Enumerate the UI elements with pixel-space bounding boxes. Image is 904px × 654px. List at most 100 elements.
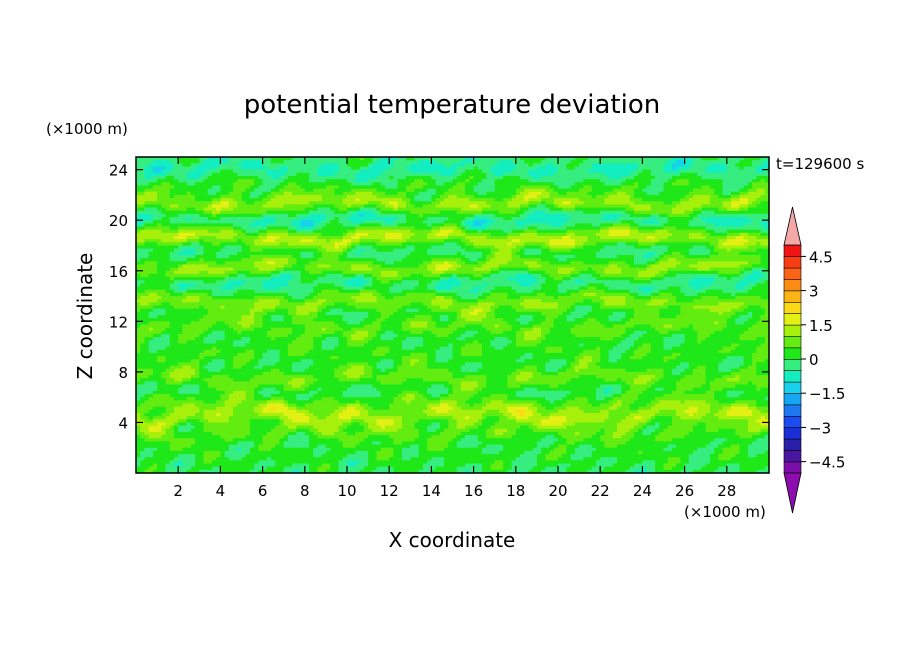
field-cell [431,169,437,174]
field-cell [254,185,259,190]
field-cell [427,163,432,168]
field-cell [701,185,707,190]
field-cell [528,160,534,164]
field-cell [739,172,745,177]
field-cell [271,160,276,164]
field-cell [498,160,504,164]
field-cell [646,179,652,183]
field-cell [536,169,542,174]
field-cell [380,160,386,164]
field-cell [684,172,690,177]
field-cell [617,169,622,174]
field-cell [152,157,158,161]
field-cell [764,182,770,187]
field-cell [494,175,500,180]
field-cell [465,169,470,174]
field-cell [195,188,200,193]
field-cell [473,179,479,183]
field-cell [372,157,378,161]
field-cell [427,172,432,177]
field-cell [241,182,247,187]
field-cell [490,160,496,164]
field-cell [490,166,496,171]
field-cell [646,185,652,190]
field-cell [376,182,382,187]
field-cell [173,163,179,168]
field-cell [220,166,226,171]
field-cell [410,182,416,187]
field-cell [629,166,635,171]
field-cell [397,172,403,177]
field-cell [549,182,555,187]
field-cell [629,175,635,180]
field-cell [249,163,255,168]
field-cell [532,169,538,174]
field-cell [427,185,432,190]
field-cell [460,175,466,180]
field-cell [688,179,694,183]
field-cell [587,163,593,168]
field-cell [414,172,420,177]
field-cell [304,172,310,177]
field-cell [304,157,310,161]
field-cell [456,185,462,190]
field-cell [566,172,572,177]
field-cell [435,169,441,174]
field-cell [747,172,753,177]
field-cell [498,163,504,168]
field-cell [591,163,597,168]
field-cell [739,160,745,164]
field-cell [152,188,158,193]
field-cell [456,157,462,161]
field-cell [418,169,424,174]
field-cell [722,157,728,161]
field-cell [178,163,184,168]
field-cell [287,172,293,177]
field-cell [659,157,665,161]
field-cell [444,175,449,180]
field-cell [224,175,230,180]
field-cell [570,169,576,174]
field-cell [693,163,698,168]
field-cell [532,172,538,177]
field-cell [414,179,420,183]
field-cell [612,163,618,168]
field-cell [625,172,631,177]
field-cell [688,166,694,171]
field-cell [490,185,496,190]
field-cell [233,166,238,171]
field-cell [507,185,513,190]
field-cell [566,160,572,164]
field-cell [190,172,196,177]
field-cell [629,163,635,168]
field-cell [549,166,555,171]
field-cell [165,179,171,183]
field-cell [503,163,508,168]
field-cell [638,185,643,190]
field-cell [520,179,525,183]
field-cell [638,182,643,187]
field-cell [317,172,323,177]
field-cell [376,166,382,171]
field-cell [347,179,352,183]
field-cell [283,169,289,174]
field-cell [760,166,766,171]
field-cell [684,179,690,183]
field-cell [182,157,188,161]
field-cell [287,185,293,190]
field-cell [321,160,327,164]
field-cell [764,185,770,190]
field-cell [621,182,627,187]
field-cell [490,157,496,161]
field-cell [401,157,407,161]
field-cell [422,169,428,174]
field-cell [570,175,576,180]
field-cell [583,182,589,187]
field-cell [494,160,500,164]
field-cell [714,157,719,161]
field-cell [266,179,272,183]
field-cell [203,157,209,161]
field-cell [709,160,715,164]
field-cell [279,175,285,180]
field-cell [655,185,660,190]
